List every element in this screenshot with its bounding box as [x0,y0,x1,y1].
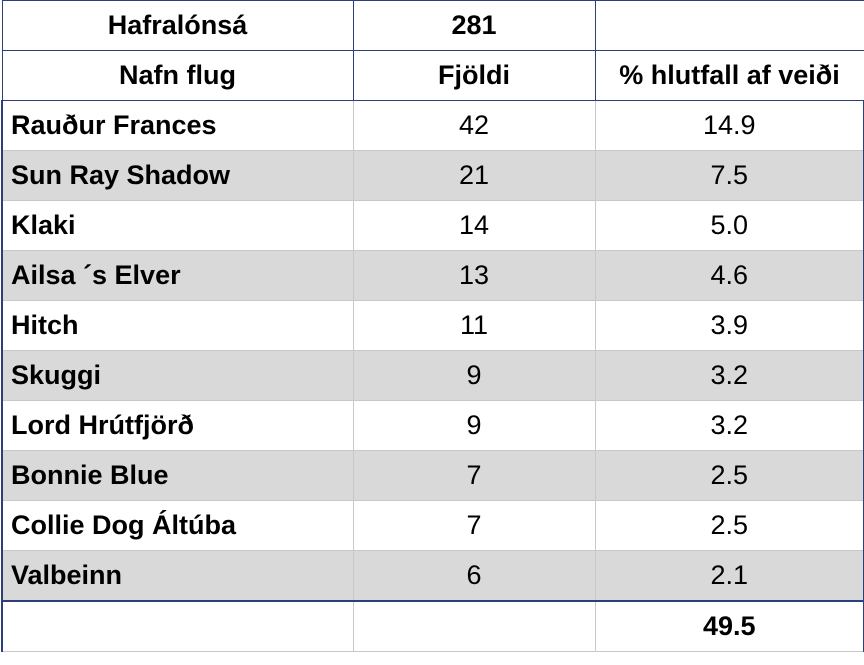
fly-name: Bonnie Blue [1,450,354,501]
count: 21 [352,150,596,201]
table-body: Hafralónsá 281 Nafn flug Fjöldi % hlutfa… [1,0,864,652]
fly-name: Klaki [1,200,354,251]
empty-cell [594,0,864,51]
data-row: Lord Hrútfjörð 9 3.2 [1,400,864,451]
count: 7 [352,500,596,551]
column-header: Nafn flug [1,50,354,101]
fly-name: Sun Ray Shadow [1,150,354,201]
percent: 7.5 [594,150,864,201]
count: 7 [352,450,596,501]
empty-cell [352,600,596,652]
percent: 3.2 [594,350,864,401]
fly-name: Hitch [1,300,354,351]
data-row: Collie Dog Áltúba 7 2.5 [1,500,864,551]
total-count: 281 [352,0,596,51]
data-row: Valbeinn 6 2.1 [1,550,864,602]
data-row: Ailsa ´s Elver 13 4.6 [1,250,864,301]
fly-name: Collie Dog Áltúba [1,500,354,551]
fly-name: Lord Hrútfjörð [1,400,354,451]
percent: 3.9 [594,300,864,351]
count: 9 [352,350,596,401]
data-row: Hitch 11 3.9 [1,300,864,351]
fly-name: Skuggi [1,350,354,401]
data-row: Klaki 14 5.0 [1,200,864,251]
percent: 3.2 [594,400,864,451]
count: 42 [352,100,596,151]
fly-name: Ailsa ´s Elver [1,250,354,301]
data-row: Rauður Frances 42 14.9 [1,100,864,151]
total-row: 49.5 [1,600,864,652]
column-header: Fjöldi [352,50,596,101]
empty-cell [1,600,354,652]
count: 14 [352,200,596,251]
percent: 2.5 [594,450,864,501]
percent: 2.5 [594,500,864,551]
percent: 14.9 [594,100,864,151]
data-row: Skuggi 9 3.2 [1,350,864,401]
percent-total: 49.5 [594,600,864,652]
title-row: Hafralónsá 281 [1,0,864,51]
title: Hafralónsá [1,0,354,51]
count: 6 [352,550,596,602]
count: 11 [352,300,596,351]
percent: 2.1 [594,550,864,602]
fly-table: Hafralónsá 281 Nafn flug Fjöldi % hlutfa… [1,0,864,652]
fly-name: Rauður Frances [1,100,354,151]
percent: 5.0 [594,200,864,251]
column-header: % hlutfall af veiði [594,50,864,101]
fly-name: Valbeinn [1,550,354,602]
percent: 4.6 [594,250,864,301]
count: 9 [352,400,596,451]
column-header-row: Nafn flug Fjöldi % hlutfall af veiði [1,50,864,101]
data-row: Sun Ray Shadow 21 7.5 [1,150,864,201]
data-row: Bonnie Blue 7 2.5 [1,450,864,501]
count: 13 [352,250,596,301]
